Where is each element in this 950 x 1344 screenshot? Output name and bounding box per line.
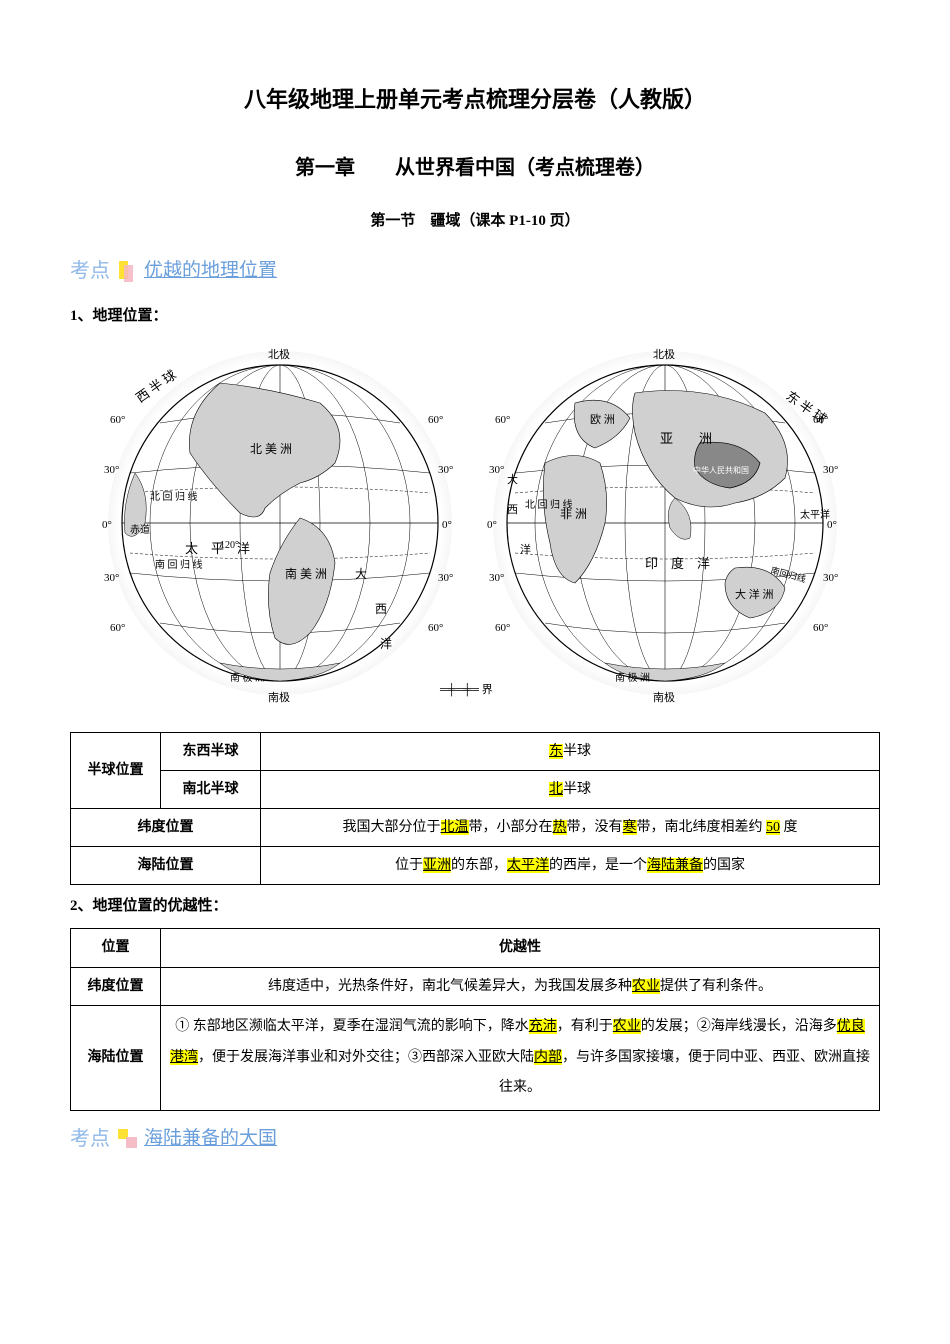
svg-text:60°: 60° bbox=[813, 622, 828, 634]
oceania-label: 大 洋 洲 bbox=[735, 587, 774, 601]
paragraph-label-2: 2、地理位置的优越性： bbox=[70, 893, 880, 920]
svg-text:南极: 南极 bbox=[653, 690, 675, 704]
kaodian-topic: 优越的地理位置 bbox=[144, 254, 277, 288]
kaodian-2: 考点 海陆兼备的大国 bbox=[70, 1121, 880, 1157]
svg-text:30°: 30° bbox=[823, 464, 838, 476]
svg-text:30°: 30° bbox=[438, 572, 453, 584]
kaodian-label: 考点 bbox=[70, 253, 110, 289]
svg-text:0°: 0° bbox=[827, 519, 837, 531]
asia-label: 亚 洲 bbox=[660, 431, 712, 446]
globe-figure: 太 平 洋 大 西 洋 北 美 洲 南 美 洲 0° 30° 60° 30° 6… bbox=[70, 338, 880, 718]
south-pole-label: 南极 bbox=[268, 690, 290, 704]
t2-h2: 优越性 bbox=[161, 929, 880, 967]
svg-text:30°: 30° bbox=[489, 464, 504, 476]
t2-h1: 位置 bbox=[71, 929, 161, 967]
svg-text:西: 西 bbox=[375, 602, 387, 616]
svg-text:30°: 30° bbox=[823, 572, 838, 584]
t1-sea-value: 位于亚洲的东部，太平洋的西岸，是一个海陆兼备的国家 bbox=[261, 847, 880, 885]
svg-text:北 回 归 线: 北 回 归 线 bbox=[150, 490, 198, 503]
kaodian-1: 考点 优越的地理位置 bbox=[70, 253, 880, 289]
t1-ns-header: 南北半球 bbox=[161, 770, 261, 808]
t1-hemi-header: 半球位置 bbox=[71, 732, 161, 808]
svg-text:太平洋: 太平洋 bbox=[800, 508, 830, 521]
svg-text:60°: 60° bbox=[110, 414, 125, 426]
t1-sea-header: 海陆位置 bbox=[71, 847, 261, 885]
t1-ew-header: 东西半球 bbox=[161, 732, 261, 770]
svg-text:赤道: 赤道 bbox=[130, 523, 150, 536]
svg-text:南 回 归 线: 南 回 归 线 bbox=[155, 558, 203, 571]
section-title: 第一节 疆域（课本 P1-10 页） bbox=[70, 208, 880, 235]
svg-text:大: 大 bbox=[507, 472, 518, 486]
location-table: 半球位置 东西半球 东半球 南北半球 北半球 纬度位置 我国大部分位于北温带，小… bbox=[70, 732, 880, 886]
svg-text:30°: 30° bbox=[438, 464, 453, 476]
svg-text:洋: 洋 bbox=[520, 542, 531, 556]
kaodian-number-icon bbox=[116, 259, 138, 283]
svg-text:60°: 60° bbox=[495, 622, 510, 634]
europe-label: 欧 洲 bbox=[590, 413, 615, 426]
chapter-title: 第一章 从世界看中国（考点梳理卷） bbox=[70, 150, 880, 186]
china-label: 中华人民共和国 bbox=[693, 465, 749, 475]
svg-text:60°: 60° bbox=[495, 414, 510, 426]
advantage-table: 位置 优越性 纬度位置 纬度适中，光热条件好，南北气候差异大，为我国发展多种农业… bbox=[70, 928, 880, 1111]
t2-sea-value: ① 东部地区濒临太平洋，夏季在湿润气流的影响下，降水充沛，有利于农业的发展；②海… bbox=[161, 1005, 880, 1110]
svg-text:南 极 洲: 南 极 洲 bbox=[615, 671, 650, 684]
north-pole-label: 北极 bbox=[268, 347, 290, 361]
t2-lat-header: 纬度位置 bbox=[71, 967, 161, 1005]
doc-title: 八年级地理上册单元考点梳理分层卷（人教版） bbox=[70, 80, 880, 120]
svg-text:60°: 60° bbox=[110, 622, 125, 634]
t2-lat-value: 纬度适中，光热条件好，南北气候差异大，为我国发展多种农业提供了有利条件。 bbox=[161, 967, 880, 1005]
s-america-label: 南 美 洲 bbox=[285, 566, 327, 581]
svg-text:洋: 洋 bbox=[380, 636, 392, 651]
kaodian-number-icon bbox=[116, 1127, 138, 1151]
t1-lat-value: 我国大部分位于北温带，小部分在热带，没有寒带，南北纬度相差约 50 度 bbox=[261, 808, 880, 846]
t1-ns-value: 北半球 bbox=[261, 770, 880, 808]
n-america-label: 北 美 洲 bbox=[250, 442, 292, 456]
scale-label: ═╪═╪═ 界 bbox=[439, 682, 493, 697]
kaodian-topic: 海陆兼备的大国 bbox=[144, 1122, 277, 1156]
svg-text:0°: 0° bbox=[487, 519, 497, 531]
svg-text:30°: 30° bbox=[104, 464, 119, 476]
t1-lat-header: 纬度位置 bbox=[71, 808, 261, 846]
svg-text:120°: 120° bbox=[220, 540, 239, 551]
svg-text:0°: 0° bbox=[102, 519, 112, 531]
pacific-label: 太 平 洋 bbox=[185, 541, 250, 556]
kaodian-label: 考点 bbox=[70, 1121, 110, 1157]
indian-label: 印 度 洋 bbox=[645, 556, 710, 571]
t1-ew-value: 东半球 bbox=[261, 732, 880, 770]
svg-text:北极: 北极 bbox=[653, 347, 675, 361]
svg-text:北 回 归 线: 北 回 归 线 bbox=[525, 498, 573, 511]
svg-text:西: 西 bbox=[507, 504, 518, 516]
paragraph-label-1: 1、地理位置： bbox=[70, 303, 880, 330]
svg-text:60°: 60° bbox=[428, 414, 443, 426]
atlantic-label: 大 bbox=[355, 567, 367, 581]
t2-sea-header: 海陆位置 bbox=[71, 1005, 161, 1110]
svg-text:60°: 60° bbox=[428, 622, 443, 634]
svg-text:30°: 30° bbox=[489, 572, 504, 584]
svg-text:30°: 30° bbox=[104, 572, 119, 584]
svg-text:0°: 0° bbox=[442, 519, 452, 531]
